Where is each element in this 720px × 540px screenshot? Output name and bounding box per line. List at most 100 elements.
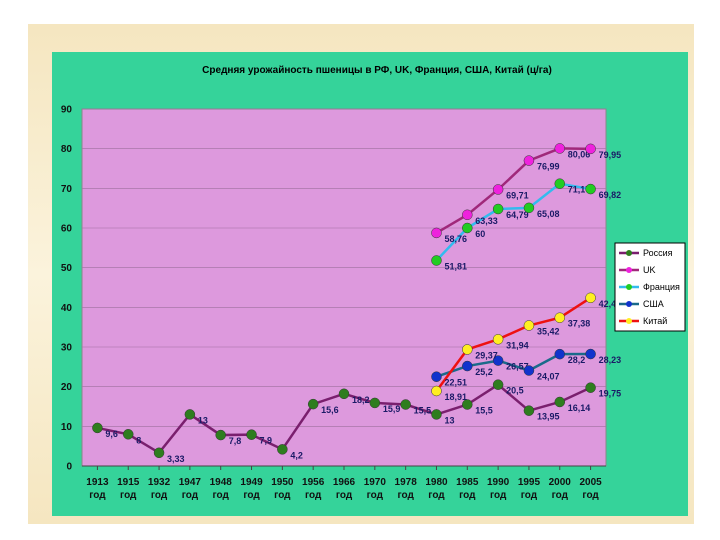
- series-point: [523, 405, 535, 416]
- x-tick-label-year: 1985: [456, 477, 479, 488]
- data-label: 35,42: [537, 327, 560, 337]
- data-label: 29,37: [475, 350, 498, 360]
- data-label: 15,6: [321, 405, 339, 415]
- data-label: 15,5: [475, 406, 493, 416]
- series-point: [585, 348, 596, 360]
- x-tick-label-suffix: год: [182, 490, 199, 501]
- y-tick-label: 20: [61, 382, 73, 393]
- data-label: 13,95: [537, 412, 560, 422]
- x-tick-label-year: 1990: [487, 477, 510, 488]
- series-point: [523, 320, 535, 331]
- legend-swatch-marker: [626, 267, 632, 273]
- data-label: 3,33: [167, 454, 185, 464]
- data-label: 80,06: [568, 149, 591, 159]
- series-point: [431, 227, 442, 239]
- x-tick-label-suffix: год: [151, 490, 168, 501]
- x-tick-label-suffix: год: [213, 490, 230, 501]
- x-tick-label-suffix: год: [336, 490, 353, 501]
- y-tick-label: 60: [61, 224, 73, 235]
- x-tick-label-suffix: год: [552, 490, 569, 501]
- y-tick-label: 10: [61, 422, 73, 433]
- x-tick-label-suffix: год: [120, 490, 137, 501]
- series-point: [523, 365, 535, 376]
- series-point: [277, 444, 288, 455]
- data-label: 26,57: [506, 362, 529, 372]
- series-point: [462, 360, 473, 372]
- data-label: 65,08: [537, 209, 560, 219]
- x-tick-label-year: 1932: [148, 477, 171, 488]
- legend-label: Франция: [643, 282, 680, 292]
- series-point: [585, 292, 596, 304]
- x-tick-label-suffix: год: [397, 490, 414, 501]
- series-point: [492, 184, 504, 195]
- data-label: 42,4: [599, 299, 617, 309]
- data-label: 28,2: [568, 355, 586, 365]
- data-label: 60: [475, 229, 485, 239]
- x-tick-label-suffix: год: [459, 490, 476, 501]
- x-tick-label-year: 1978: [395, 477, 418, 488]
- data-label: 69,82: [599, 190, 622, 200]
- x-tick-label-year: 1980: [425, 477, 448, 488]
- x-tick-label-year: 1949: [240, 477, 263, 488]
- x-tick-label-year: 1995: [518, 477, 541, 488]
- data-label: 4,2: [290, 450, 303, 460]
- x-tick-label-year: 1915: [117, 477, 140, 488]
- data-label: 71,17: [568, 185, 591, 195]
- data-label: 28,23: [599, 355, 622, 365]
- data-label: 13: [198, 415, 208, 425]
- data-label: 51,81: [444, 261, 467, 271]
- x-tick-label-suffix: год: [490, 490, 507, 501]
- x-tick-label-suffix: год: [243, 490, 260, 501]
- x-tick-label-suffix: год: [521, 490, 538, 501]
- data-label: 13: [444, 415, 454, 425]
- series-point: [554, 143, 566, 154]
- data-label: 58,76: [444, 234, 467, 244]
- x-tick-label-year: 1956: [302, 477, 325, 488]
- data-label: 69,71: [506, 190, 529, 200]
- data-label: 15,5: [414, 406, 432, 416]
- legend-label: Китай: [643, 316, 667, 326]
- y-tick-label: 30: [61, 343, 73, 354]
- plot-area: [81, 108, 607, 467]
- data-label: 7,8: [229, 436, 242, 446]
- series-point: [554, 312, 566, 323]
- series-point: [462, 344, 473, 355]
- series-point: [122, 429, 134, 440]
- legend-swatch-marker: [626, 250, 632, 256]
- data-label: 24,07: [537, 372, 560, 382]
- legend-label: Россия: [643, 248, 673, 258]
- x-tick-label-year: 1950: [271, 477, 294, 488]
- data-label: 15,9: [383, 404, 401, 414]
- x-tick-label-suffix: год: [428, 490, 445, 501]
- top-band: [0, 0, 720, 22]
- series-point: [492, 334, 504, 345]
- series-point: [153, 447, 165, 459]
- series-point: [431, 409, 442, 420]
- legend-swatch-marker: [626, 301, 632, 307]
- series-point: [462, 399, 473, 410]
- series-point: [523, 202, 535, 214]
- chart-title: Средняя урожайность пшеницы в РФ, UK, Фр…: [202, 65, 552, 76]
- data-label: 9,6: [105, 429, 118, 439]
- data-label: 8: [136, 435, 141, 445]
- series-point: [554, 396, 566, 408]
- series-point: [492, 355, 504, 366]
- series-point: [215, 429, 226, 441]
- x-tick-label-suffix: год: [305, 490, 322, 501]
- series-point: [431, 371, 442, 382]
- y-tick-label: 50: [61, 263, 73, 274]
- data-label: 37,38: [568, 319, 591, 329]
- data-label: 76,99: [537, 162, 560, 172]
- series-point: [492, 203, 504, 215]
- series-point: [338, 388, 350, 400]
- series-point: [492, 379, 504, 390]
- series-point: [400, 399, 411, 410]
- series-point: [462, 209, 473, 221]
- series-point: [92, 422, 103, 434]
- data-label: 79,95: [599, 150, 622, 160]
- legend-label: США: [643, 299, 664, 309]
- x-tick-label-year: 1948: [210, 477, 233, 488]
- legend-swatch-marker: [626, 284, 632, 290]
